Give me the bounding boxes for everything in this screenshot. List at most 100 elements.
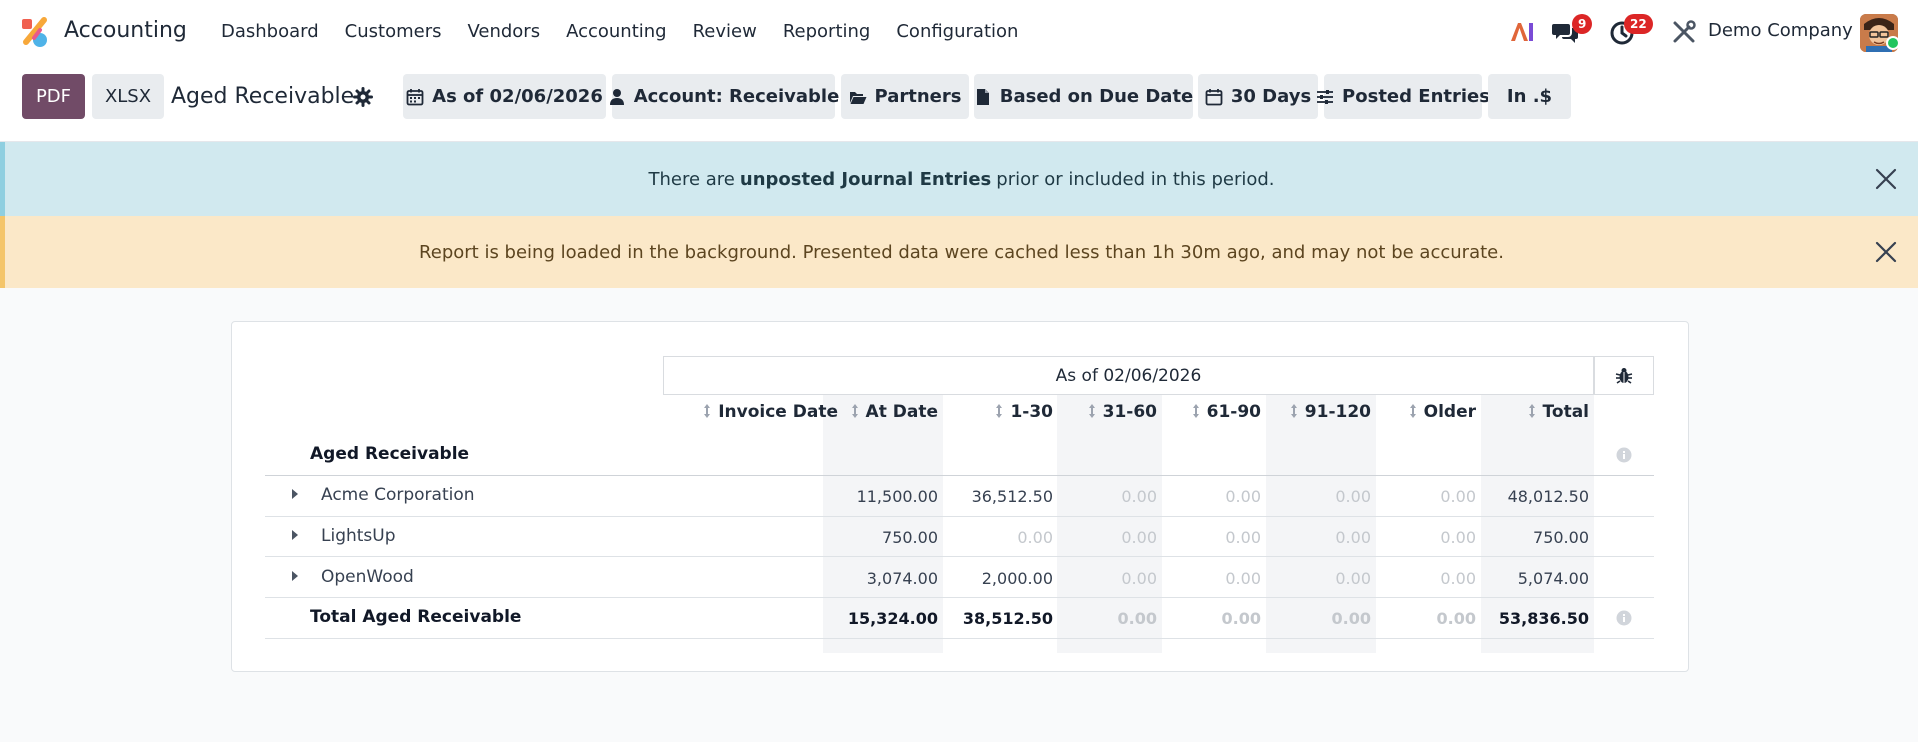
sort-icon — [996, 404, 1003, 418]
alert-info-before: There are — [648, 168, 735, 190]
alert-info-after: prior or included in this period. — [996, 168, 1275, 190]
filter-interval-label: 30 Days — [1230, 86, 1312, 107]
app-name[interactable]: Accounting — [64, 18, 187, 43]
filter-date[interactable]: As of 02/06/2026 — [403, 74, 606, 119]
filter-due-date[interactable]: Based on Due Date — [974, 74, 1193, 119]
filter-date-label: As of 02/06/2026 — [432, 86, 603, 107]
folder-open-icon — [849, 91, 867, 104]
filter-currency[interactable]: In .$ — [1488, 74, 1571, 119]
filter-partners[interactable]: Partners — [841, 74, 969, 119]
calendar-icon — [1205, 88, 1223, 105]
expand-caret-icon[interactable] — [290, 529, 300, 541]
column-header-at-date[interactable]: At Date — [823, 402, 938, 432]
menu-dashboard[interactable]: Dashboard — [221, 21, 319, 42]
online-status-dot — [1886, 36, 1900, 50]
accounting-app-icon[interactable] — [20, 16, 50, 48]
user-icon — [609, 88, 624, 105]
filter-posted[interactable]: Posted Entries — [1317, 74, 1490, 119]
expand-caret-icon[interactable] — [290, 488, 300, 500]
close-icon[interactable] — [1874, 240, 1898, 264]
table-divider — [265, 475, 1654, 476]
menu-configuration[interactable]: Configuration — [896, 21, 1019, 42]
row-divider — [265, 597, 1654, 598]
ai-icon[interactable] — [1508, 18, 1536, 46]
table-cell: 0.00 — [1335, 487, 1371, 506]
column-label: Older — [1423, 402, 1476, 422]
table-cell: 5,074.00 — [1517, 569, 1589, 588]
table-cell: 0.00 — [1225, 569, 1261, 588]
column-header-31-60[interactable]: 31-60 — [1057, 402, 1157, 432]
sort-icon — [704, 404, 711, 418]
sort-icon — [1192, 404, 1199, 418]
table-cell: 750.00 — [882, 528, 938, 547]
table-cell: 0.00 — [1335, 528, 1371, 547]
xlsx-button[interactable]: XLSX — [92, 74, 164, 119]
bug-icon — [1615, 367, 1633, 384]
user-avatar[interactable] — [1860, 14, 1898, 52]
table-cell: 0.00 — [1117, 609, 1157, 628]
table-cell: 0.00 — [1121, 487, 1157, 506]
info-icon[interactable] — [1616, 447, 1632, 463]
sort-icon — [851, 404, 858, 418]
table-cell: 0.00 — [1225, 487, 1261, 506]
column-header-61-90[interactable]: 61-90 — [1162, 402, 1261, 432]
close-icon[interactable] — [1874, 167, 1898, 191]
filter-interval[interactable]: 30 Days — [1198, 74, 1318, 119]
menu-reporting[interactable]: Reporting — [782, 21, 871, 42]
tools-icon[interactable] — [1670, 18, 1698, 46]
partner-openwood[interactable]: OpenWood — [321, 567, 414, 587]
filter-currency-label: In .$ — [1506, 86, 1553, 107]
partner-lightsup[interactable]: LightsUp — [321, 526, 396, 546]
unposted-entries-alert: There are unposted Journal Entries prior… — [0, 142, 1918, 216]
menu-customers[interactable]: Customers — [344, 21, 442, 42]
filter-account-label: Account: Receivable — [633, 86, 840, 107]
column-shade-31-60 — [1057, 395, 1162, 653]
cache-warning-alert: Report is being loaded in the background… — [0, 216, 1918, 288]
table-cell: 0.00 — [1017, 528, 1053, 547]
filter-account[interactable]: Account: Receivable — [609, 74, 839, 119]
column-header-older[interactable]: Older — [1376, 402, 1476, 432]
table-cell: 48,012.50 — [1507, 487, 1589, 506]
table-cell: 750.00 — [1533, 528, 1589, 547]
menu-accounting[interactable]: Accounting — [566, 21, 667, 42]
debug-button[interactable] — [1594, 356, 1654, 395]
table-cell: 38,512.50 — [962, 609, 1053, 628]
partner-acme-corporation[interactable]: Acme Corporation — [321, 485, 475, 505]
column-header-total[interactable]: Total — [1481, 402, 1589, 432]
report-title: Aged Receivable — [171, 84, 355, 109]
messages-icon[interactable] — [1551, 18, 1579, 46]
gear-icon[interactable] — [353, 87, 373, 107]
column-header-91-120[interactable]: 91-120 — [1266, 402, 1371, 432]
filter-due-date-label: Based on Due Date — [999, 86, 1194, 107]
unposted-entries-link[interactable]: unposted Journal Entries — [739, 168, 992, 190]
menu-review[interactable]: Review — [692, 21, 757, 42]
table-cell: 2,000.00 — [981, 569, 1053, 588]
column-header-invoice-date[interactable]: Invoice Date — [652, 402, 838, 432]
sort-icon — [1409, 404, 1416, 418]
column-label: At Date — [865, 402, 938, 422]
table-cell: 0.00 — [1121, 528, 1157, 547]
sliders-icon — [1317, 89, 1334, 104]
row-divider — [265, 638, 1654, 639]
expand-caret-icon[interactable] — [290, 570, 300, 582]
period-header: As of 02/06/2026 — [663, 356, 1594, 395]
calendar-icon — [406, 88, 424, 105]
pdf-button[interactable]: PDF — [22, 74, 85, 119]
menu-vendors[interactable]: Vendors — [467, 21, 541, 42]
column-shade-total — [1481, 395, 1594, 653]
column-label: 91-120 — [1304, 402, 1371, 422]
filter-posted-label: Posted Entries — [1342, 86, 1490, 107]
column-label: Invoice Date — [718, 402, 838, 422]
filter-partners-label: Partners — [874, 86, 962, 107]
info-icon[interactable] — [1616, 610, 1632, 626]
column-shade-at-date — [823, 395, 943, 653]
company-switcher[interactable]: Demo Company — [1708, 20, 1853, 41]
sort-icon — [1528, 404, 1535, 418]
section-title: Aged Receivable — [310, 444, 470, 464]
report-card: As of 02/06/2026 Invoice Date At Date 1-… — [231, 321, 1689, 672]
row-divider — [265, 556, 1654, 557]
column-header-1-30[interactable]: 1-30 — [943, 402, 1053, 432]
sort-icon — [1088, 404, 1095, 418]
column-label: 31-60 — [1102, 402, 1157, 422]
table-cell: 0.00 — [1335, 569, 1371, 588]
